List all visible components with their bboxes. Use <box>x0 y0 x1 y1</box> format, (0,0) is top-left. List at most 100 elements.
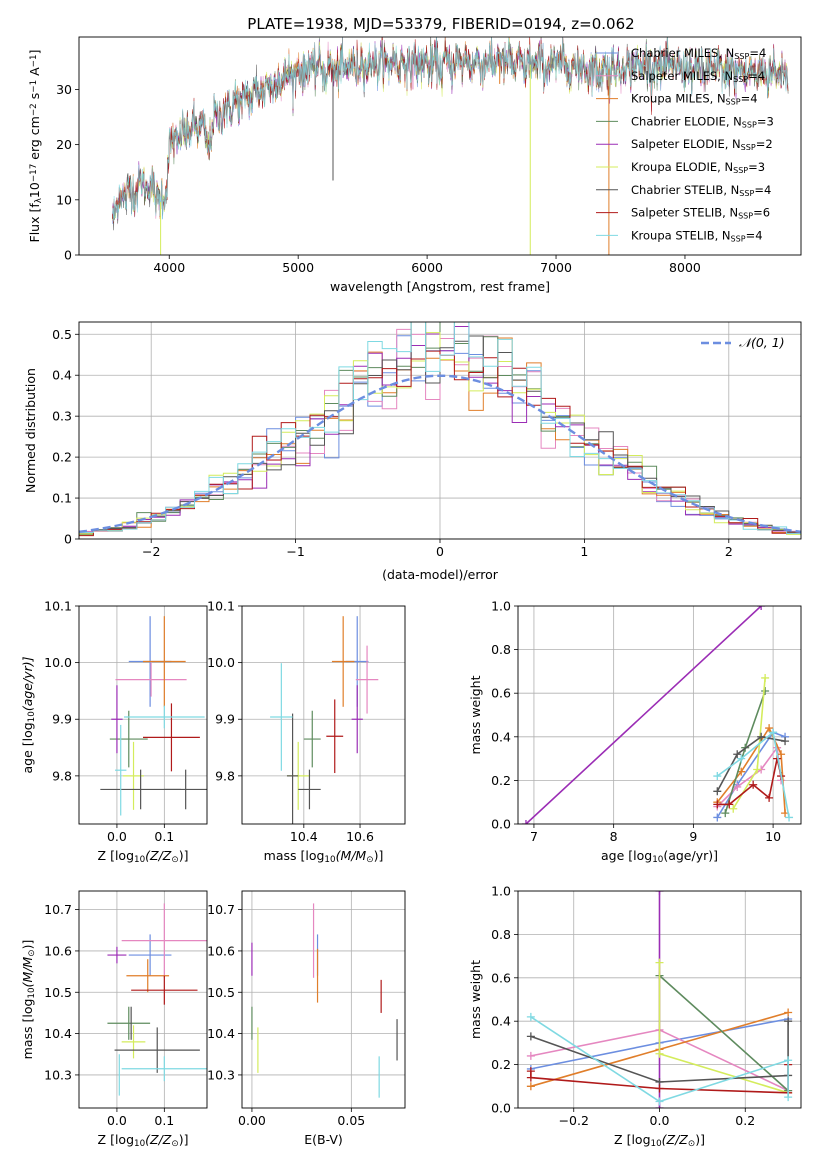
weight-vs-age-panel: 7 8 9 10 0.0 0.2 0.4 0.6 0.8 1.0 age [log10(age/yr… <box>468 599 802 865</box>
y-tick-label: 0.4 <box>491 729 511 744</box>
weight-marker <box>784 1056 793 1065</box>
y-tick-label: 9.8 <box>52 768 72 783</box>
weight-marker <box>526 1082 535 1091</box>
x-axis-label: E(B-V) <box>304 1132 343 1147</box>
x-tick-label: 10.4 <box>290 829 318 844</box>
plot-area <box>79 322 801 539</box>
axes-frame <box>78 605 208 825</box>
weight-line <box>658 975 789 1092</box>
weight-marker <box>765 724 774 733</box>
y-tick-label: 0 <box>64 248 72 263</box>
weight-marker <box>757 606 766 610</box>
y-tick-label: 10.3 <box>44 1067 72 1082</box>
axes-frame <box>517 605 802 825</box>
y-tick-label: 0.4 <box>491 1014 511 1029</box>
x-tick-label: −2 <box>142 544 160 559</box>
plot-area <box>112 37 789 255</box>
weight-marker <box>761 687 770 696</box>
weight-marker <box>655 958 664 967</box>
legend-entry: Kroupa STELIB, NSSP=4 <box>631 228 763 243</box>
axes-frame <box>241 890 406 1109</box>
histogram-step <box>79 350 801 537</box>
weight-marker <box>713 813 722 822</box>
weight-marker <box>729 804 738 813</box>
y-tick-label: 0.6 <box>491 970 511 985</box>
age-vs-metallicity-panel: 0.0 0.1 9.8 9.9 10.0 10.1 Z [log10(Z/Z⊙)] age [… <box>20 599 208 865</box>
y-tick-label: 10 <box>56 192 72 207</box>
weight-line <box>525 606 762 824</box>
weight-marker <box>655 1084 664 1093</box>
y-axis-label: mass weight <box>468 960 483 1039</box>
weight-marker <box>777 750 786 759</box>
x-tick-label: 2 <box>725 544 733 559</box>
legend-entry: Salpeter MILES, NSSP=4 <box>631 69 765 84</box>
y-tick-label: 1.0 <box>491 599 511 614</box>
weight-marker <box>769 728 778 737</box>
y-tick-label: 0.2 <box>491 773 511 788</box>
weight-marker <box>761 673 770 682</box>
y-tick-label: 9.9 <box>52 712 72 727</box>
y-tick-label: 0.2 <box>52 450 72 465</box>
figure-title: PLATE=1938, MJD=53379, FIBERID=0194, z=0… <box>247 15 634 33</box>
x-tick-label: −0.2 <box>559 1113 589 1128</box>
x-tick-label: 8 <box>610 829 618 844</box>
x-tick-label: 0.0 <box>107 829 127 844</box>
y-tick-label: 10.1 <box>44 599 72 614</box>
y-tick-label: 10.4 <box>44 1026 72 1041</box>
plot-area <box>79 891 207 1108</box>
y-tick-label: 10.5 <box>207 985 235 1000</box>
weight-marker <box>733 750 742 759</box>
weight-line <box>530 1016 789 1103</box>
x-tick-label: 0.00 <box>238 1113 266 1128</box>
axes-frame <box>241 605 406 825</box>
y-tick-label: 0.1 <box>52 491 72 506</box>
legend-entry: Chabrier MILES, NSSP=4 <box>631 46 766 61</box>
y-tick-label: 10.4 <box>207 1026 235 1041</box>
legend-entry: Chabrier STELIB, NSSP=4 <box>631 183 771 198</box>
x-tick-label: 0.0 <box>650 1113 670 1128</box>
x-axis-label: Z [log10(Z/Z⊙)] <box>98 1132 189 1149</box>
y-axis-label: mass [log10(M/M⊙)] <box>20 940 37 1060</box>
y-axis-label: age [log10(age/yr)] <box>20 656 37 773</box>
x-tick-label: −1 <box>286 544 304 559</box>
x-tick-label: 0.1 <box>154 829 174 844</box>
weight-marker <box>753 765 762 774</box>
weight-marker <box>725 800 734 809</box>
weight-marker <box>784 1008 793 1017</box>
y-tick-label: 20 <box>56 137 72 152</box>
y-tick-label: 0.3 <box>52 409 72 424</box>
mass-vs-ebv-panel: 0.00 0.05 10.3 10.4 10.5 10.6 10.7 E(B-V) <box>207 890 406 1147</box>
spectrum-panel: 4000 5000 6000 7000 8000 0 10 20 30 wavelength [A… <box>27 36 802 294</box>
weight-line <box>716 735 786 792</box>
residual-histogram-panel: −2 −1 0 1 2 0 0.1 0.2 0.3 0.4 0.5 (data-model)/erro… <box>23 321 802 582</box>
plot-area <box>242 891 405 1108</box>
legend-entry: Kroupa ELODIE, NSSP=3 <box>631 160 765 175</box>
y-tick-label: 10.1 <box>207 599 235 614</box>
x-axis-label: Z [log10(Z/Z⊙)] <box>614 1132 705 1149</box>
y-tick-label: 10.3 <box>207 1067 235 1082</box>
plot-area <box>518 606 801 824</box>
weight-vs-metallicity-panel: −0.2 0.0 0.2 0.0 0.2 0.4 0.6 0.8 1.0 Z [log10(Z/Z… <box>468 884 802 1149</box>
y-tick-label: 10.6 <box>44 943 72 958</box>
weight-marker <box>655 1097 664 1106</box>
weight-marker <box>737 754 746 763</box>
x-tick-label: 0.2 <box>735 1113 755 1128</box>
x-tick-label: 1 <box>580 544 588 559</box>
plot-area <box>518 891 801 1108</box>
y-tick-label: 0.2 <box>491 1057 511 1072</box>
y-axis-label: mass weight <box>468 675 483 754</box>
weight-marker <box>785 813 794 822</box>
plot-area <box>242 606 405 824</box>
axes-frame <box>78 36 802 256</box>
legend-entry: 𝒩(0, 1) <box>739 335 785 350</box>
weight-marker <box>655 891 664 895</box>
x-tick-label: 9 <box>689 829 697 844</box>
x-tick-label: 0 <box>436 544 444 559</box>
y-tick-label: 0.0 <box>491 1101 511 1116</box>
x-tick-label: 0.05 <box>337 1113 365 1128</box>
y-tick-label: 9.9 <box>215 712 235 727</box>
legend-entry: Salpeter ELODIE, NSSP=2 <box>631 137 773 152</box>
y-tick-label: 10.5 <box>44 985 72 1000</box>
weight-marker <box>749 780 758 789</box>
y-tick-label: 0.6 <box>491 686 511 701</box>
